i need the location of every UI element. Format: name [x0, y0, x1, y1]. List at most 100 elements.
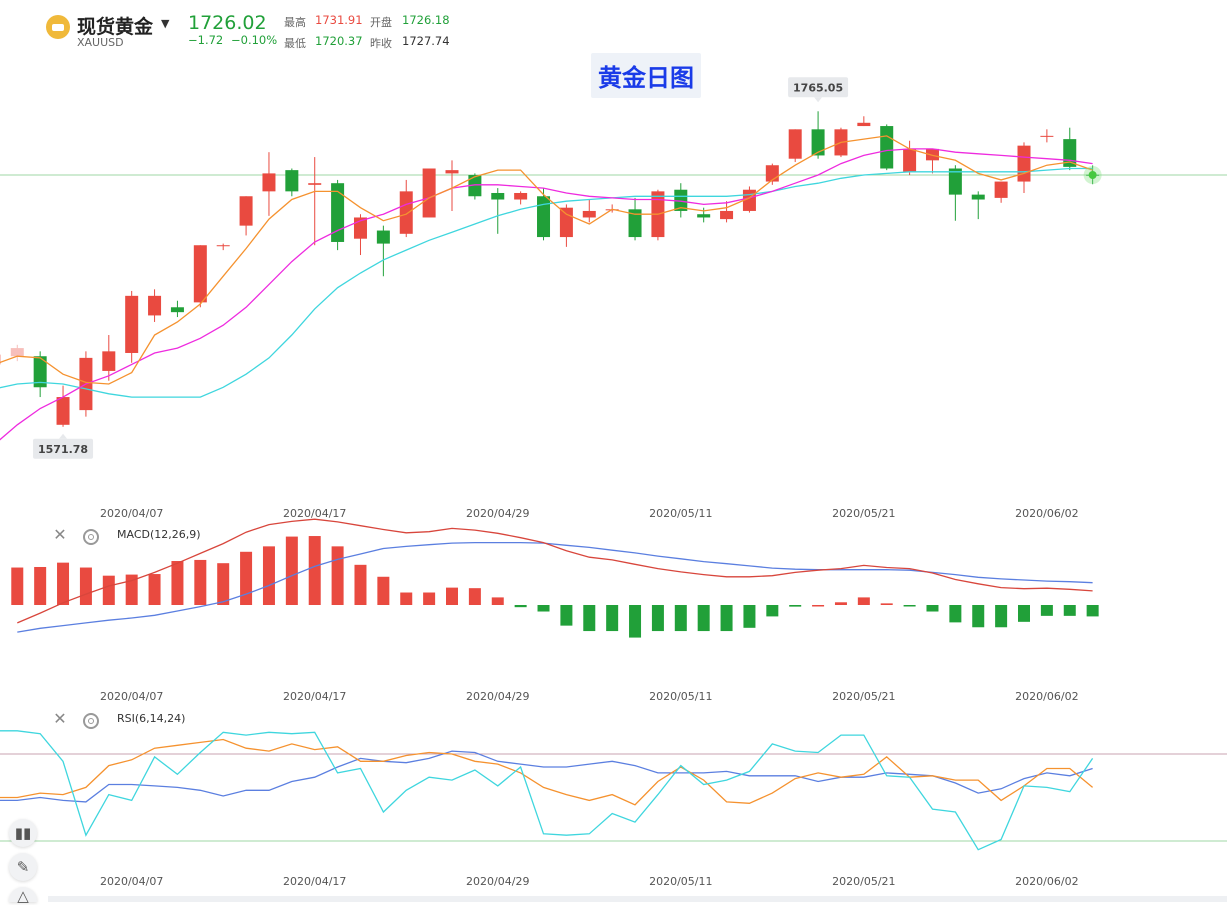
candle	[445, 160, 459, 211]
candle	[468, 173, 482, 200]
candle	[971, 191, 985, 220]
candle	[170, 300, 184, 318]
candle-body	[514, 192, 528, 200]
candle-body	[262, 173, 276, 192]
x-tick-label: 2020/04/07	[100, 507, 163, 520]
candle-body	[903, 148, 917, 172]
macd-histogram-bar	[629, 605, 642, 638]
macd-histogram-bar	[262, 546, 275, 605]
x-tick-label: 2020/04/17	[283, 507, 346, 520]
candle-body	[102, 351, 116, 371]
pencil-icon[interactable]: ✎	[9, 853, 37, 881]
last-price: 1726.02	[188, 12, 267, 34]
candle	[651, 189, 665, 241]
candle-body	[628, 209, 642, 238]
candle-body	[399, 191, 413, 234]
candle-body	[559, 207, 573, 238]
macd-histogram-bar	[171, 561, 184, 605]
gear-icon[interactable]	[83, 713, 99, 729]
candle	[239, 196, 253, 236]
candle	[765, 163, 779, 185]
x-tick-label: 2020/04/07	[100, 875, 163, 888]
candle	[1040, 129, 1054, 143]
candle	[994, 181, 1008, 203]
candle-body	[697, 214, 711, 218]
macd-histogram-bar	[102, 575, 115, 605]
candle-body	[720, 210, 734, 220]
candle	[331, 179, 345, 251]
rsi14-line	[0, 738, 1094, 806]
macd-histogram-bar	[857, 597, 870, 605]
chevron-down-icon[interactable]: ▼	[161, 17, 170, 30]
ma20-line	[0, 167, 1093, 398]
x-tick-label: 2020/04/07	[100, 690, 163, 703]
gold-logo-icon	[46, 15, 70, 39]
macd-histogram-bar	[79, 567, 92, 605]
high-label: 最高	[284, 16, 306, 29]
macd-label: MACD(12,26,9)	[117, 528, 201, 541]
gear-icon[interactable]	[83, 529, 99, 545]
candle	[605, 204, 619, 213]
candle	[720, 201, 734, 223]
macd-histogram-bar	[949, 605, 962, 623]
x-tick-label: 2020/04/17	[283, 875, 346, 888]
macd-histogram-bar	[789, 605, 802, 607]
candle-body	[33, 356, 47, 388]
high-value: 1731.91	[315, 13, 363, 27]
macd-dea-line	[17, 518, 1093, 624]
candle-body	[148, 295, 162, 316]
candle-body	[239, 196, 253, 226]
candle-body	[331, 183, 345, 242]
macd-histogram-bar	[194, 559, 207, 605]
macd-histogram-bar	[720, 605, 733, 632]
macd-histogram-bar	[674, 605, 687, 632]
macd-histogram-bar	[377, 576, 390, 605]
annotation-pointer	[59, 433, 68, 439]
candle-body	[925, 148, 939, 161]
macd-histogram-bar	[491, 597, 504, 605]
shapes-icon[interactable]: △	[9, 887, 37, 905]
x-tick-label: 2020/05/21	[832, 507, 895, 520]
macd-histogram-bar	[606, 605, 619, 632]
candle	[674, 183, 688, 218]
candle-body	[445, 170, 459, 174]
candle	[33, 351, 47, 398]
ma10-line	[0, 148, 1093, 441]
candle	[399, 179, 413, 238]
candlestick-icon[interactable]: ▮▮	[9, 819, 37, 847]
macd-histogram-bar	[1018, 605, 1030, 622]
candle	[491, 188, 505, 234]
macd-histogram-bar	[651, 605, 664, 632]
x-tick-label: 2020/05/21	[832, 690, 895, 703]
candle	[697, 207, 711, 223]
candle-body	[468, 175, 482, 197]
macd-histogram-bar	[423, 592, 436, 605]
macd-histogram-bar	[903, 605, 916, 607]
candle	[537, 188, 551, 241]
candle	[811, 111, 825, 159]
macd-histogram-bar	[1086, 605, 1099, 617]
candle-body	[308, 183, 322, 185]
symbol-name[interactable]: 现货黄金	[77, 16, 154, 38]
candle-body	[537, 196, 551, 238]
candle-body	[994, 181, 1008, 198]
candle	[422, 168, 436, 218]
macd-histogram-bar	[217, 563, 230, 605]
close-icon[interactable]: ✕	[53, 525, 67, 544]
bottom-scrollbar[interactable]	[48, 896, 1227, 902]
candle-body	[948, 168, 962, 195]
macd-histogram-bar	[148, 574, 161, 605]
annotation-box	[33, 438, 94, 459]
macd-histogram-bar	[537, 605, 550, 612]
macd-histogram-bar	[331, 546, 344, 605]
candle	[193, 245, 207, 308]
annotation-text: 1765.05	[793, 81, 843, 94]
x-tick-label: 2020/05/21	[832, 875, 895, 888]
candle	[148, 289, 162, 322]
candle-body	[422, 168, 436, 218]
close-icon[interactable]: ✕	[53, 709, 67, 728]
low-price-annotation: 1571.78	[33, 433, 94, 459]
candle-body	[125, 295, 139, 353]
last-price-dot	[1088, 171, 1097, 179]
